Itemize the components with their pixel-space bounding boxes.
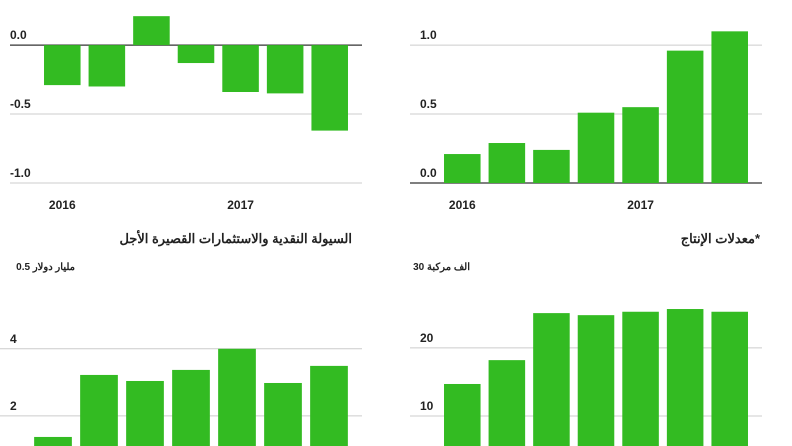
bar: [34, 436, 72, 446]
bar: [533, 149, 570, 183]
y-tick-label: 4: [10, 332, 17, 346]
chart-title: السيولة النقدية والاستثمارات القصيرة الأ…: [119, 230, 352, 247]
bar: [666, 50, 704, 183]
bar: [222, 45, 259, 92]
bar: [126, 380, 164, 446]
bar: [488, 360, 526, 446]
bar: [622, 107, 659, 183]
bar: [711, 311, 748, 446]
bar: [311, 45, 348, 131]
bar: [622, 311, 659, 446]
y-tick-label: -0.5: [10, 97, 31, 111]
bar: [264, 382, 302, 446]
y-tick-label: 0.0: [10, 28, 27, 42]
x-tick-label: 2017: [627, 198, 654, 212]
bar: [533, 313, 570, 446]
bar: [80, 374, 118, 446]
bar: [218, 348, 256, 446]
bar: [44, 45, 81, 86]
bar: [310, 365, 348, 446]
y-tick-label: 2: [10, 399, 17, 413]
x-tick-label: 2016: [49, 198, 76, 212]
y-tick-label: 20: [420, 331, 434, 345]
x-tick-label: 2016: [449, 198, 476, 212]
bar: [666, 309, 704, 446]
bar: [133, 16, 170, 46]
bar: [711, 31, 748, 184]
bar: [444, 154, 481, 183]
y-unit-label: 0.5 مليار دولار: [16, 262, 75, 273]
y-unit-label: 30 الف مركبة: [413, 262, 470, 273]
bar: [172, 369, 210, 446]
bar: [577, 112, 615, 183]
bar: [88, 45, 126, 87]
bar: [177, 45, 215, 64]
bar: [444, 383, 481, 446]
y-tick-label: 1.0: [420, 28, 437, 42]
x-tick-label: 2017: [227, 198, 254, 212]
bar: [577, 315, 615, 446]
y-tick-label: -1.0: [10, 166, 31, 180]
y-tick-label: 0.5: [420, 97, 437, 111]
bar: [488, 143, 526, 183]
y-tick-label: 0.0: [420, 166, 437, 180]
bar: [266, 45, 304, 94]
y-tick-label: 10: [420, 399, 434, 413]
chart-title: معدلات الإنتاج*: [681, 231, 761, 247]
